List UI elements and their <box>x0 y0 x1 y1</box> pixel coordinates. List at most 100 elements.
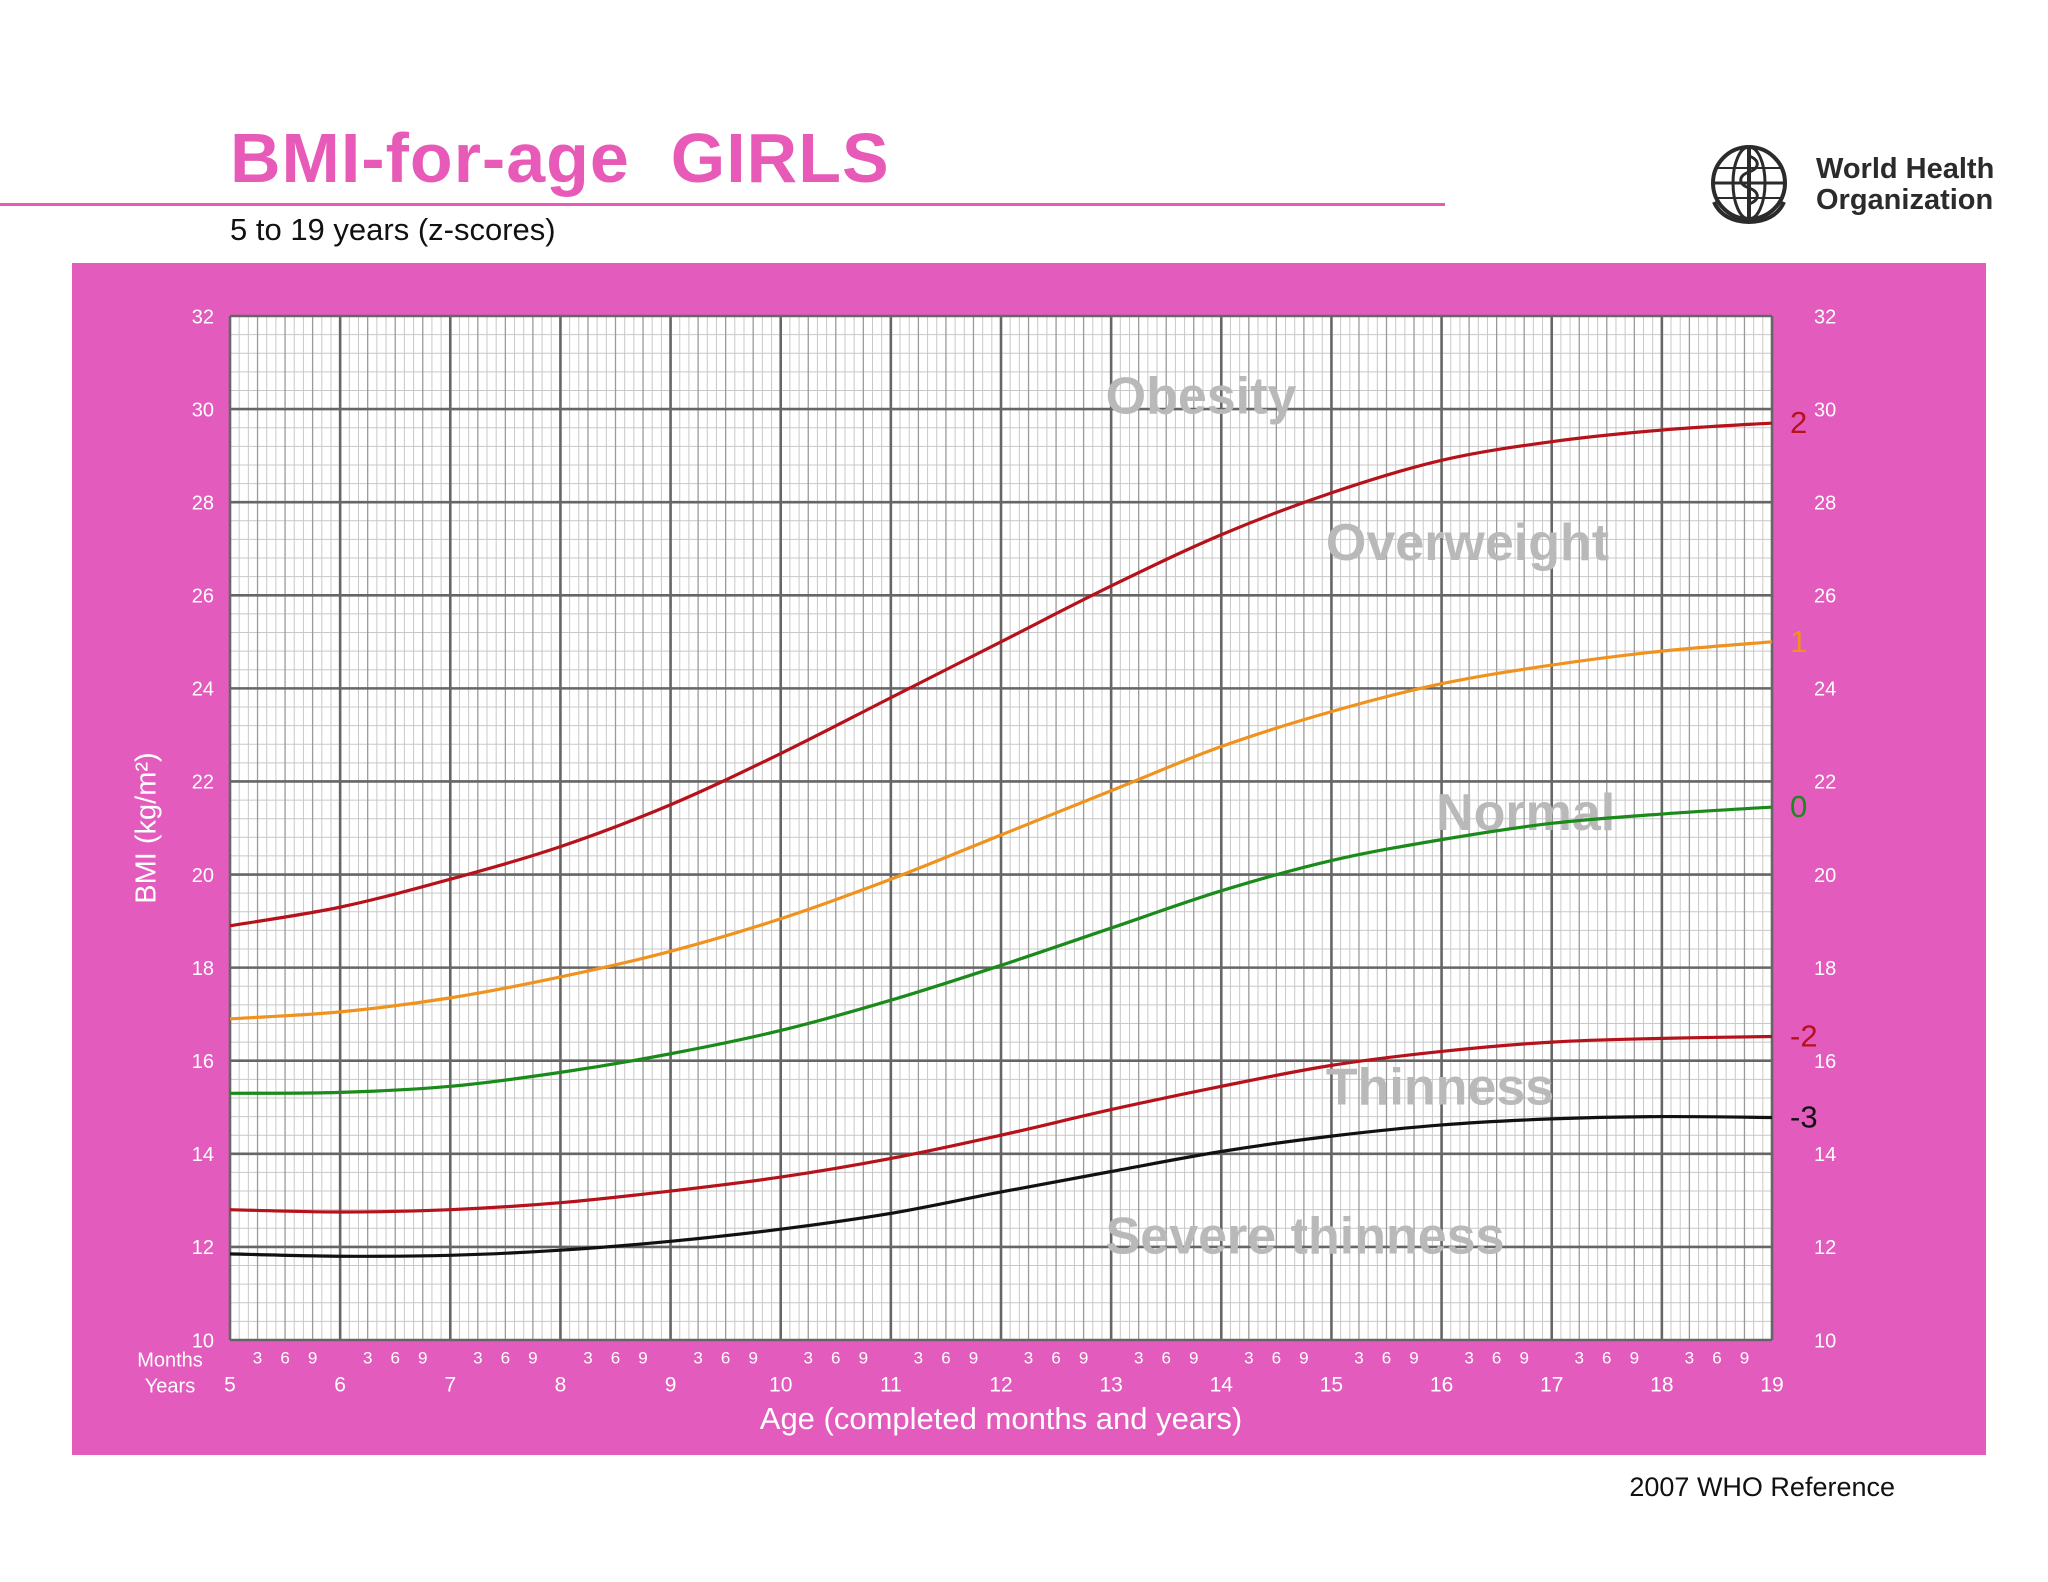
x-month-tick-label: 6 <box>831 1348 840 1367</box>
series-line-z1 <box>229 640 1773 1021</box>
x-year-tick-label: 7 <box>444 1374 456 1397</box>
page-subtitle: 5 to 19 years (z-scores) <box>230 212 556 247</box>
who-name-line2: Organization <box>1816 184 1994 216</box>
who-logo: World Health Organization <box>1708 142 2008 224</box>
x-month-tick-label: 3 <box>1354 1348 1363 1367</box>
y-tick-label-right: 26 <box>1814 586 1836 608</box>
series-label: -2 <box>1790 1019 1818 1054</box>
x-month-tick-label: 9 <box>308 1348 317 1367</box>
x-month-tick-label: 6 <box>1712 1348 1721 1367</box>
y-tick-label-right: 14 <box>1814 1144 1836 1166</box>
x-year-tick-label: 15 <box>1320 1374 1343 1397</box>
series-line-z-2 <box>229 1034 1773 1214</box>
series-label: -3 <box>1790 1100 1818 1135</box>
x-year-tick-label: 10 <box>769 1374 792 1397</box>
x-month-tick-label: 9 <box>1189 1348 1198 1367</box>
x-month-tick-label: 6 <box>280 1348 289 1367</box>
series-line-z2 <box>229 421 1773 928</box>
y-tick-label-right: 18 <box>1814 958 1836 980</box>
series-label: 1 <box>1790 624 1807 659</box>
y-tick-label-right: 20 <box>1814 865 1836 887</box>
y-tick-label-left: 10 <box>192 1330 214 1352</box>
bmi-chart: Obesity Overweight Normal Thinness Severe th… <box>131 306 1837 1436</box>
x-year-tick-label: 18 <box>1650 1374 1673 1397</box>
reference-note: 2007 WHO Reference <box>1629 1472 1895 1502</box>
x-year-tick-label: 19 <box>1760 1374 1783 1397</box>
years-row-label: Years <box>145 1375 195 1397</box>
x-month-tick-label: 3 <box>1464 1348 1473 1367</box>
y-tick-label-right: 32 <box>1814 306 1836 328</box>
y-tick-label-left: 16 <box>192 1051 214 1073</box>
x-year-tick-label: 11 <box>880 1374 902 1397</box>
x-year-tick-label: 5 <box>224 1374 236 1397</box>
x-month-tick-label: 6 <box>721 1348 730 1367</box>
zone-label: Overweight <box>1326 514 1609 572</box>
x-month-tick-label: 6 <box>1272 1348 1281 1367</box>
y-tick-label-left: 26 <box>192 586 214 608</box>
x-month-tick-label: 6 <box>1051 1348 1060 1367</box>
x-year-tick-label: 17 <box>1540 1374 1563 1397</box>
x-month-tick-label: 9 <box>1299 1348 1308 1367</box>
x-month-tick-label: 9 <box>418 1348 427 1367</box>
x-month-tick-label: 9 <box>748 1348 757 1367</box>
y-tick-label-right: 28 <box>1814 492 1836 514</box>
x-month-tick-label: 3 <box>363 1348 372 1367</box>
y-tick-label-left: 18 <box>192 958 214 980</box>
y-tick-label-right: 12 <box>1814 1237 1836 1259</box>
y-tick-label-right: 24 <box>1814 679 1836 701</box>
x-month-tick-label: 3 <box>1685 1348 1694 1367</box>
x-month-tick-label: 9 <box>1079 1348 1088 1367</box>
series-line-z-3 <box>229 1114 1773 1258</box>
y-axis-title: BMI (kg/m²) <box>131 752 163 903</box>
y-tick-label-left: 24 <box>192 679 214 701</box>
series-label: 0 <box>1790 789 1807 824</box>
zone-label: Normal <box>1436 784 1615 842</box>
x-month-tick-label: 9 <box>969 1348 978 1367</box>
x-month-tick-label: 6 <box>941 1348 950 1367</box>
page-title: BMI-for-age GIRLS <box>230 119 890 197</box>
x-month-tick-label: 3 <box>1575 1348 1584 1367</box>
y-tick-label-left: 32 <box>192 306 214 328</box>
x-month-tick-label: 3 <box>473 1348 482 1367</box>
x-month-tick-label: 6 <box>1492 1348 1501 1367</box>
x-month-tick-label: 3 <box>804 1348 813 1367</box>
x-month-tick-label: 9 <box>859 1348 868 1367</box>
minor-grid <box>230 316 1772 1340</box>
y-tick-label-right: 22 <box>1814 772 1836 794</box>
y-tick-label-left: 20 <box>192 865 214 887</box>
months-row-label: Months <box>137 1349 203 1371</box>
y-tick-label-right: 16 <box>1814 1051 1836 1073</box>
x-year-tick-label: 9 <box>665 1374 677 1397</box>
x-month-tick-label: 9 <box>528 1348 537 1367</box>
y-tick-label-left: 30 <box>192 399 214 421</box>
x-month-tick-label: 3 <box>914 1348 923 1367</box>
x-month-tick-label: 9 <box>1519 1348 1528 1367</box>
x-month-tick-label: 3 <box>583 1348 592 1367</box>
x-axis-title: Age (completed months and years) <box>760 1401 1242 1436</box>
y-tick-label-left: 14 <box>192 1144 214 1166</box>
who-name: World Health Organization <box>1816 154 1994 216</box>
who-emblem-icon <box>1711 145 1787 224</box>
x-month-tick-label: 3 <box>1134 1348 1143 1367</box>
x-month-tick-label: 9 <box>1630 1348 1639 1367</box>
x-month-tick-label: 6 <box>390 1348 399 1367</box>
y-tick-label-left: 22 <box>192 772 214 794</box>
x-month-tick-label: 6 <box>501 1348 510 1367</box>
x-month-tick-label: 9 <box>1409 1348 1418 1367</box>
x-month-tick-label: 6 <box>1602 1348 1611 1367</box>
x-month-tick-label: 6 <box>611 1348 620 1367</box>
series-label: 2 <box>1790 405 1807 440</box>
x-month-tick-label: 3 <box>1244 1348 1253 1367</box>
y-tick-label-right: 10 <box>1814 1330 1836 1352</box>
y-tick-label-left: 12 <box>192 1237 214 1259</box>
x-month-tick-label: 3 <box>1024 1348 1033 1367</box>
x-month-tick-label: 6 <box>1161 1348 1170 1367</box>
zone-label: Thinness <box>1326 1059 1554 1117</box>
x-year-tick-label: 14 <box>1210 1374 1234 1397</box>
major-grid <box>228 314 1774 1342</box>
zone-label: Obesity <box>1106 368 1297 426</box>
series-line-z0 <box>229 805 1773 1095</box>
x-month-tick-label: 3 <box>253 1348 262 1367</box>
who-name-line1: World Health <box>1816 153 1995 185</box>
x-month-tick-label: 9 <box>1740 1348 1749 1367</box>
